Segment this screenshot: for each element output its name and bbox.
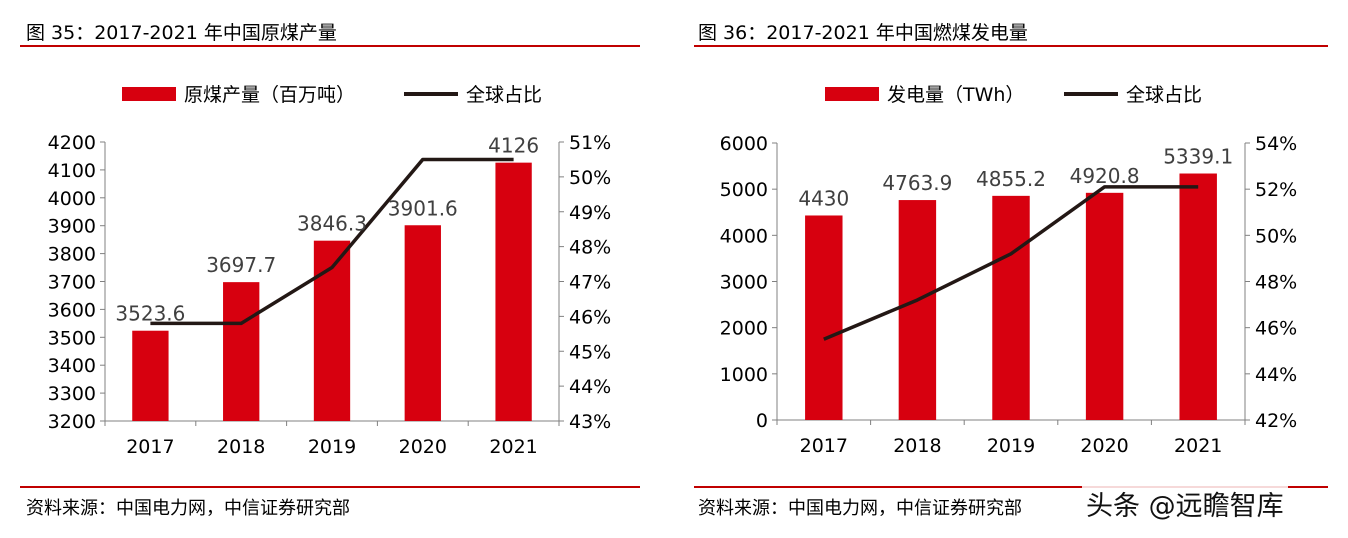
x-tick-label: 2021: [1174, 435, 1222, 457]
x-tick-label: 2020: [1080, 435, 1128, 457]
y-left-tick-label: 3300: [48, 383, 96, 405]
y-left-tick-label: 4100: [48, 160, 96, 182]
share-line: [823, 185, 1199, 341]
y-left-tick-label: 4000: [48, 188, 96, 210]
y-right-tick-label: 48%: [569, 237, 611, 259]
x-tick-label: 2018: [893, 435, 941, 457]
data-label-2021: 5339.1: [1163, 145, 1233, 169]
y-left-tick-label: 3500: [48, 327, 96, 349]
figure-title: 图 35：2017-2021 年中国原煤产量: [26, 22, 337, 44]
y-left-tick-label: 6000: [720, 133, 768, 155]
y-left-tick-label: 3900: [48, 216, 96, 238]
source-note: 资料来源：中国电力网，中信证券研究部: [698, 498, 1022, 519]
y-right-tick-label: 47%: [569, 272, 611, 294]
chart-canvas: 发电量（TWh） 全球占比 0 1000 2000 3000 4000 5000 6000 42%…: [720, 84, 1298, 457]
y-right-tick-label: 46%: [569, 306, 611, 328]
y-left-tick-label: 5000: [720, 179, 768, 201]
chart-canvas: 原煤产量（百万吨） 全球占比 3200 3300 3400 3500 3600 3700 380…: [48, 84, 612, 458]
x-tick-label: 2017: [126, 436, 174, 458]
watermark-text: 头条 @远瞻智库: [1082, 484, 1288, 523]
x-tick-label: 2017: [800, 435, 848, 457]
y-left-tick-label: 3000: [720, 272, 768, 294]
legend-bar-label: 原煤产量（百万吨）: [184, 84, 355, 106]
title-rule: [694, 45, 1328, 47]
source-note: 资料来源：中国电力网，中信证券研究部: [26, 498, 350, 519]
y-right-tick-label: 43%: [569, 411, 611, 433]
title-rule: [20, 45, 640, 47]
legend-bar-label: 发电量（TWh）: [887, 84, 1024, 106]
y-left-tick-label: 3700: [48, 272, 96, 294]
y-right-tick-label: 44%: [569, 376, 611, 398]
bar-2019: [313, 240, 351, 421]
y-left-tick-label: 4200: [48, 132, 96, 154]
bar-2017: [805, 215, 843, 420]
source-rule: [694, 486, 1328, 488]
y-right-tick-label: 52%: [1255, 179, 1297, 201]
y-left-tick-label: 3600: [48, 299, 96, 321]
bar-2020: [404, 225, 441, 421]
data-label-2019: 3846.3: [297, 212, 367, 236]
y-left-tick-label: 1000: [720, 364, 768, 386]
x-tick-label: 2020: [399, 436, 447, 458]
data-label-2018: 4763.9: [882, 171, 952, 195]
data-label-2019: 4855.2: [976, 167, 1046, 191]
y-right-tick-label: 50%: [1255, 225, 1297, 247]
y-right-tick-label: 46%: [1255, 318, 1297, 340]
y-left-tick-label: 3200: [48, 411, 96, 433]
y-right-tick-label: 48%: [1255, 272, 1297, 294]
chart-panel-coal-power-generation: 图 36：2017-2021 年中国燃煤发电量 发电量（TWh） 全球占比 0 100…: [676, 0, 1348, 538]
y-right-tick-label: 45%: [569, 341, 611, 363]
bar-2017: [132, 330, 169, 421]
y-right-tick-label: 54%: [1255, 133, 1297, 155]
y-right-tick-label: 49%: [569, 202, 611, 224]
source-rule: [20, 486, 640, 488]
y-left-tick-label: 2000: [720, 318, 768, 340]
data-label-2018: 3697.7: [206, 253, 276, 277]
chart-panel-coal-production: 图 35：2017-2021 年中国原煤产量 原煤产量（百万吨） 全球占比 3200…: [0, 0, 660, 538]
bar-2018: [898, 200, 937, 420]
data-label-2020: 3901.6: [388, 196, 458, 220]
legend-line-label: 全球占比: [466, 84, 542, 106]
legend-bar-swatch: [825, 87, 879, 101]
y-left-tick-label: 3400: [48, 355, 96, 377]
y-left-tick-label: 4000: [720, 225, 768, 247]
legend-bar-swatch: [122, 87, 176, 101]
data-label-2021: 4126: [488, 134, 539, 158]
data-label-2017: 4430: [798, 186, 849, 210]
y-right-tick-label: 50%: [569, 167, 611, 189]
x-tick-label: 2019: [308, 436, 356, 458]
x-tick-label: 2018: [217, 436, 265, 458]
y-right-tick-label: 42%: [1255, 410, 1297, 432]
bar-2020: [1085, 192, 1124, 420]
data-label-2020: 4920.8: [1070, 164, 1140, 188]
share-line: [150, 157, 514, 326]
figure-title: 图 36：2017-2021 年中国燃煤发电量: [698, 22, 1028, 44]
x-tick-label: 2021: [489, 436, 537, 458]
legend-line-label: 全球占比: [1126, 84, 1202, 106]
y-right-tick-label: 44%: [1255, 364, 1297, 386]
bar-2018: [223, 282, 260, 421]
bar-2019: [992, 195, 1030, 420]
bar-2021: [495, 162, 532, 421]
data-label-2017: 3523.6: [115, 302, 185, 326]
bar-2021: [1179, 173, 1217, 420]
y-left-tick-label: 3800: [48, 244, 96, 266]
x-tick-label: 2019: [987, 435, 1035, 457]
y-right-tick-label: 51%: [569, 132, 611, 154]
y-left-tick-label: 0: [756, 410, 768, 432]
